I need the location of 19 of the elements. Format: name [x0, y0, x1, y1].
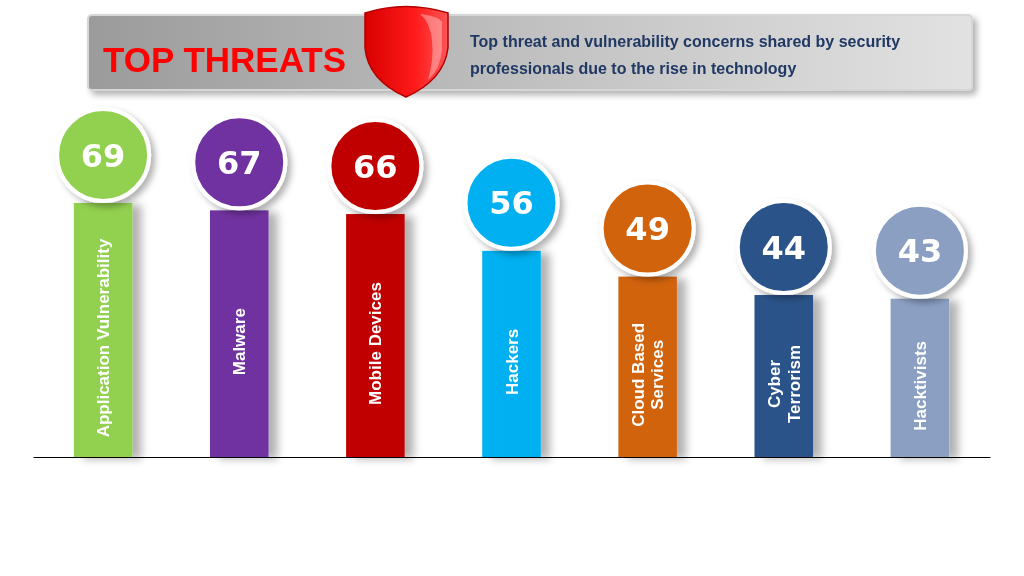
data-label: 69 [80, 136, 126, 175]
data-label: 56 [489, 184, 534, 223]
x-tick-label: Cloud Based Services [628, 322, 668, 427]
data-label: 44 [761, 228, 807, 267]
x-tick-label: Malware [230, 308, 250, 376]
chart-title: TOP THREATS [103, 40, 347, 79]
data-label: 49 [625, 210, 670, 249]
data-label: 43 [897, 232, 943, 271]
chart-subtitle: Top threat and vulnerability concerns shared by security professionals due to the rise in technology [470, 33, 901, 77]
bar [754, 295, 814, 457]
x-tick-label: Hacktivists [910, 340, 930, 431]
data-label: 66 [353, 147, 398, 186]
x-tick-label: Hackers [502, 328, 522, 396]
bar [346, 214, 405, 457]
x-tick-label: Cyber Terrorism [764, 344, 804, 424]
x-tick-label: Application Vulnerability [94, 238, 114, 438]
data-label: 67 [216, 143, 262, 182]
bar [73, 203, 133, 457]
x-tick-label: Mobile Devices [366, 282, 386, 405]
